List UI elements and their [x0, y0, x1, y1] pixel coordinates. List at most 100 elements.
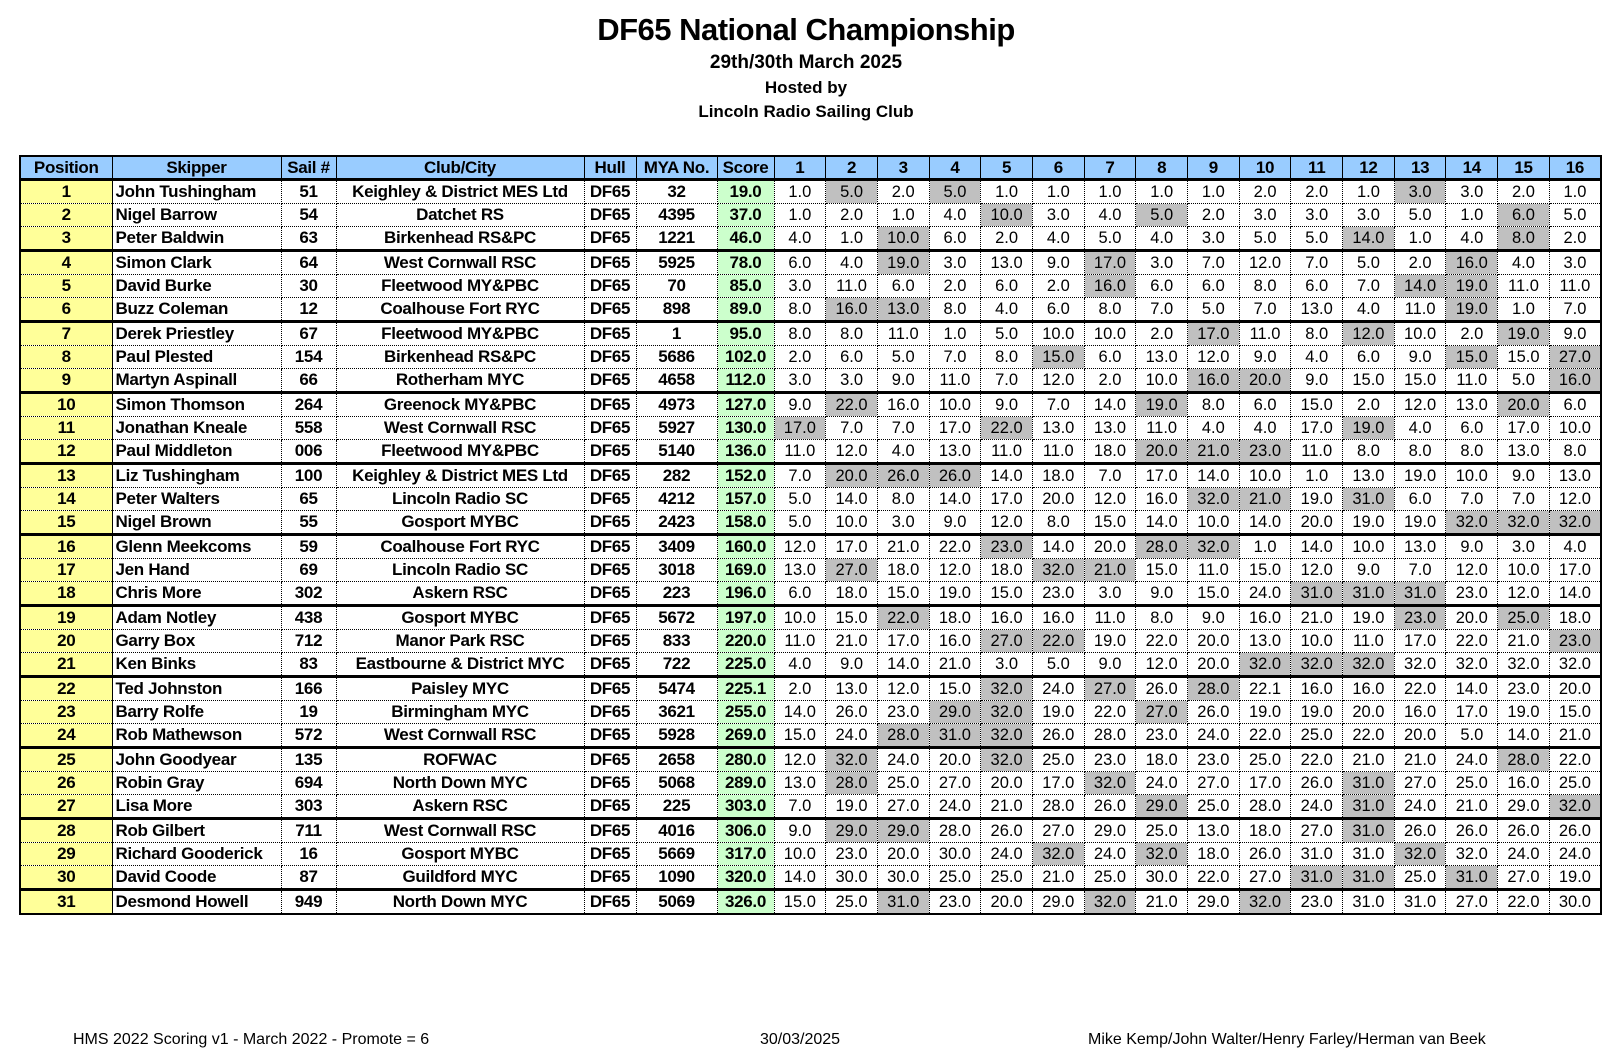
sail-number-cell: 64 [280, 250, 337, 275]
race-result: 26.0 [1135, 676, 1188, 701]
club-cell: Fleetwood MY&PBC [335, 321, 585, 346]
column-header-hull: Hull [583, 155, 637, 181]
race-result-discarded: 31.0 [1342, 487, 1395, 511]
race-result: 6.0 [928, 226, 982, 252]
race-result: 14.0 [825, 487, 878, 511]
race-result: 9.0 [980, 392, 1033, 417]
race-result: 19.0 [1083, 629, 1137, 653]
race-result: 3.0 [1497, 534, 1550, 559]
race-result: 22.0 [1497, 889, 1550, 915]
race-result: 9.0 [1135, 581, 1188, 607]
race-result: 3.0 [928, 250, 982, 275]
score-cell: 112.0 [716, 368, 775, 394]
race-result-discarded: 22.0 [825, 392, 878, 417]
column-header-race-7: 7 [1083, 155, 1137, 181]
race-result: 14.0 [1290, 534, 1344, 559]
sail-number-cell: 67 [280, 321, 337, 346]
race-result: 30.0 [825, 865, 878, 891]
club-cell: Manor Park RSC [335, 629, 585, 653]
race-result: 20.0 [928, 747, 982, 772]
race-result: 2.0 [1238, 179, 1292, 204]
race-result: 7.0 [1497, 487, 1550, 511]
race-result: 21.0 [1135, 889, 1188, 915]
hull-cell: DF65 [583, 842, 637, 866]
position-cell: 28 [19, 818, 113, 843]
race-result: 29.0 [1083, 818, 1137, 843]
race-result: 1.0 [1031, 179, 1085, 204]
mya-number-cell: 5672 [635, 605, 718, 630]
race-result: 9.0 [773, 818, 827, 843]
race-result: 4.0 [928, 203, 982, 227]
race-result: 4.0 [1290, 345, 1344, 369]
mya-number-cell: 5925 [635, 250, 718, 275]
race-result: 10.0 [928, 392, 982, 417]
mya-number-cell: 32 [635, 179, 718, 204]
club-cell: Fleetwood MY&PBC [335, 274, 585, 298]
race-result: 9.0 [1445, 534, 1499, 559]
sail-number-cell: 83 [280, 652, 337, 678]
race-result-discarded: 31.0 [1290, 581, 1344, 607]
position-cell: 14 [19, 487, 113, 511]
race-result: 9.0 [876, 368, 930, 394]
race-result: 14.0 [876, 652, 930, 678]
column-header-race-6: 6 [1031, 155, 1085, 181]
table-row: 11 Jonathan Kneale 558 West Cornwall RSC DF6… [19, 416, 1602, 440]
race-result: 15.0 [1497, 345, 1550, 369]
position-cell: 18 [19, 581, 113, 607]
race-result: 20.0 [1187, 629, 1240, 653]
race-result-discarded: 17.0 [773, 416, 827, 440]
table-row: 22 Ted Johnston 166 Paisley MYC DF65 5474 225.… [19, 676, 1602, 701]
race-result: 25.0 [1290, 723, 1344, 749]
table-row: 25 John Goodyear 135 ROFWAC DF65 2658 280.0 12.… [19, 747, 1602, 772]
table-row: 1 John Tushingham 51 Keighley & District ME… [19, 179, 1602, 204]
sail-number-cell: 166 [280, 676, 337, 701]
position-cell: 16 [19, 534, 113, 559]
race-result: 30.0 [1548, 889, 1602, 915]
race-result: 13.0 [1497, 439, 1550, 465]
race-result: 13.0 [1290, 297, 1344, 323]
race-result: 13.0 [928, 439, 982, 465]
race-result: 23.0 [1187, 747, 1240, 772]
hull-cell: DF65 [583, 439, 637, 465]
race-result: 9.0 [1497, 463, 1550, 488]
race-result: 19.0 [825, 794, 878, 820]
score-cell: 197.0 [716, 605, 775, 630]
race-result: 2.0 [1187, 203, 1240, 227]
race-result: 26.0 [1187, 700, 1240, 724]
mya-number-cell: 4658 [635, 368, 718, 394]
race-result: 14.0 [1238, 510, 1292, 536]
race-result: 11.0 [980, 439, 1033, 465]
race-result: 15.0 [1548, 700, 1602, 724]
race-result: 24.0 [1393, 794, 1447, 820]
position-cell: 11 [19, 416, 113, 440]
race-result-discarded: 16.0 [1548, 368, 1602, 394]
race-result: 10.0 [1083, 321, 1137, 346]
race-result-discarded: 31.0 [1342, 865, 1395, 891]
race-result: 10.0 [1031, 321, 1085, 346]
score-cell: 220.0 [716, 629, 775, 653]
race-result-discarded: 26.0 [876, 463, 930, 488]
race-result: 6.0 [1445, 416, 1499, 440]
table-row: 21 Ken Binks 83 Eastbourne & District MYC DF… [19, 652, 1602, 678]
position-cell: 22 [19, 676, 113, 701]
race-result: 20.0 [1342, 700, 1395, 724]
hull-cell: DF65 [583, 652, 637, 678]
race-result: 3.0 [1031, 203, 1085, 227]
table-row: 6 Buzz Coleman 12 Coalhouse Fort RYC DF65 898… [19, 297, 1602, 323]
table-row: 30 David Coode 87 Guildford MYC DF65 1090 320.… [19, 865, 1602, 891]
club-cell: ROFWAC [335, 747, 585, 772]
race-result-discarded: 19.0 [1445, 274, 1499, 298]
race-result-discarded: 32.0 [1548, 794, 1602, 820]
race-result-discarded: 14.0 [1342, 226, 1395, 252]
race-result: 13.0 [1187, 818, 1240, 843]
race-result: 4.0 [876, 439, 930, 465]
race-result: 1.0 [1135, 179, 1188, 204]
race-result: 21.0 [1290, 605, 1344, 630]
race-result-discarded: 32.0 [980, 747, 1033, 772]
race-result: 23.0 [1290, 889, 1344, 915]
race-result-discarded: 21.0 [1238, 487, 1292, 511]
race-result: 15.0 [980, 581, 1033, 607]
position-cell: 10 [19, 392, 113, 417]
mya-number-cell: 833 [635, 629, 718, 653]
race-result: 2.0 [1083, 368, 1137, 394]
